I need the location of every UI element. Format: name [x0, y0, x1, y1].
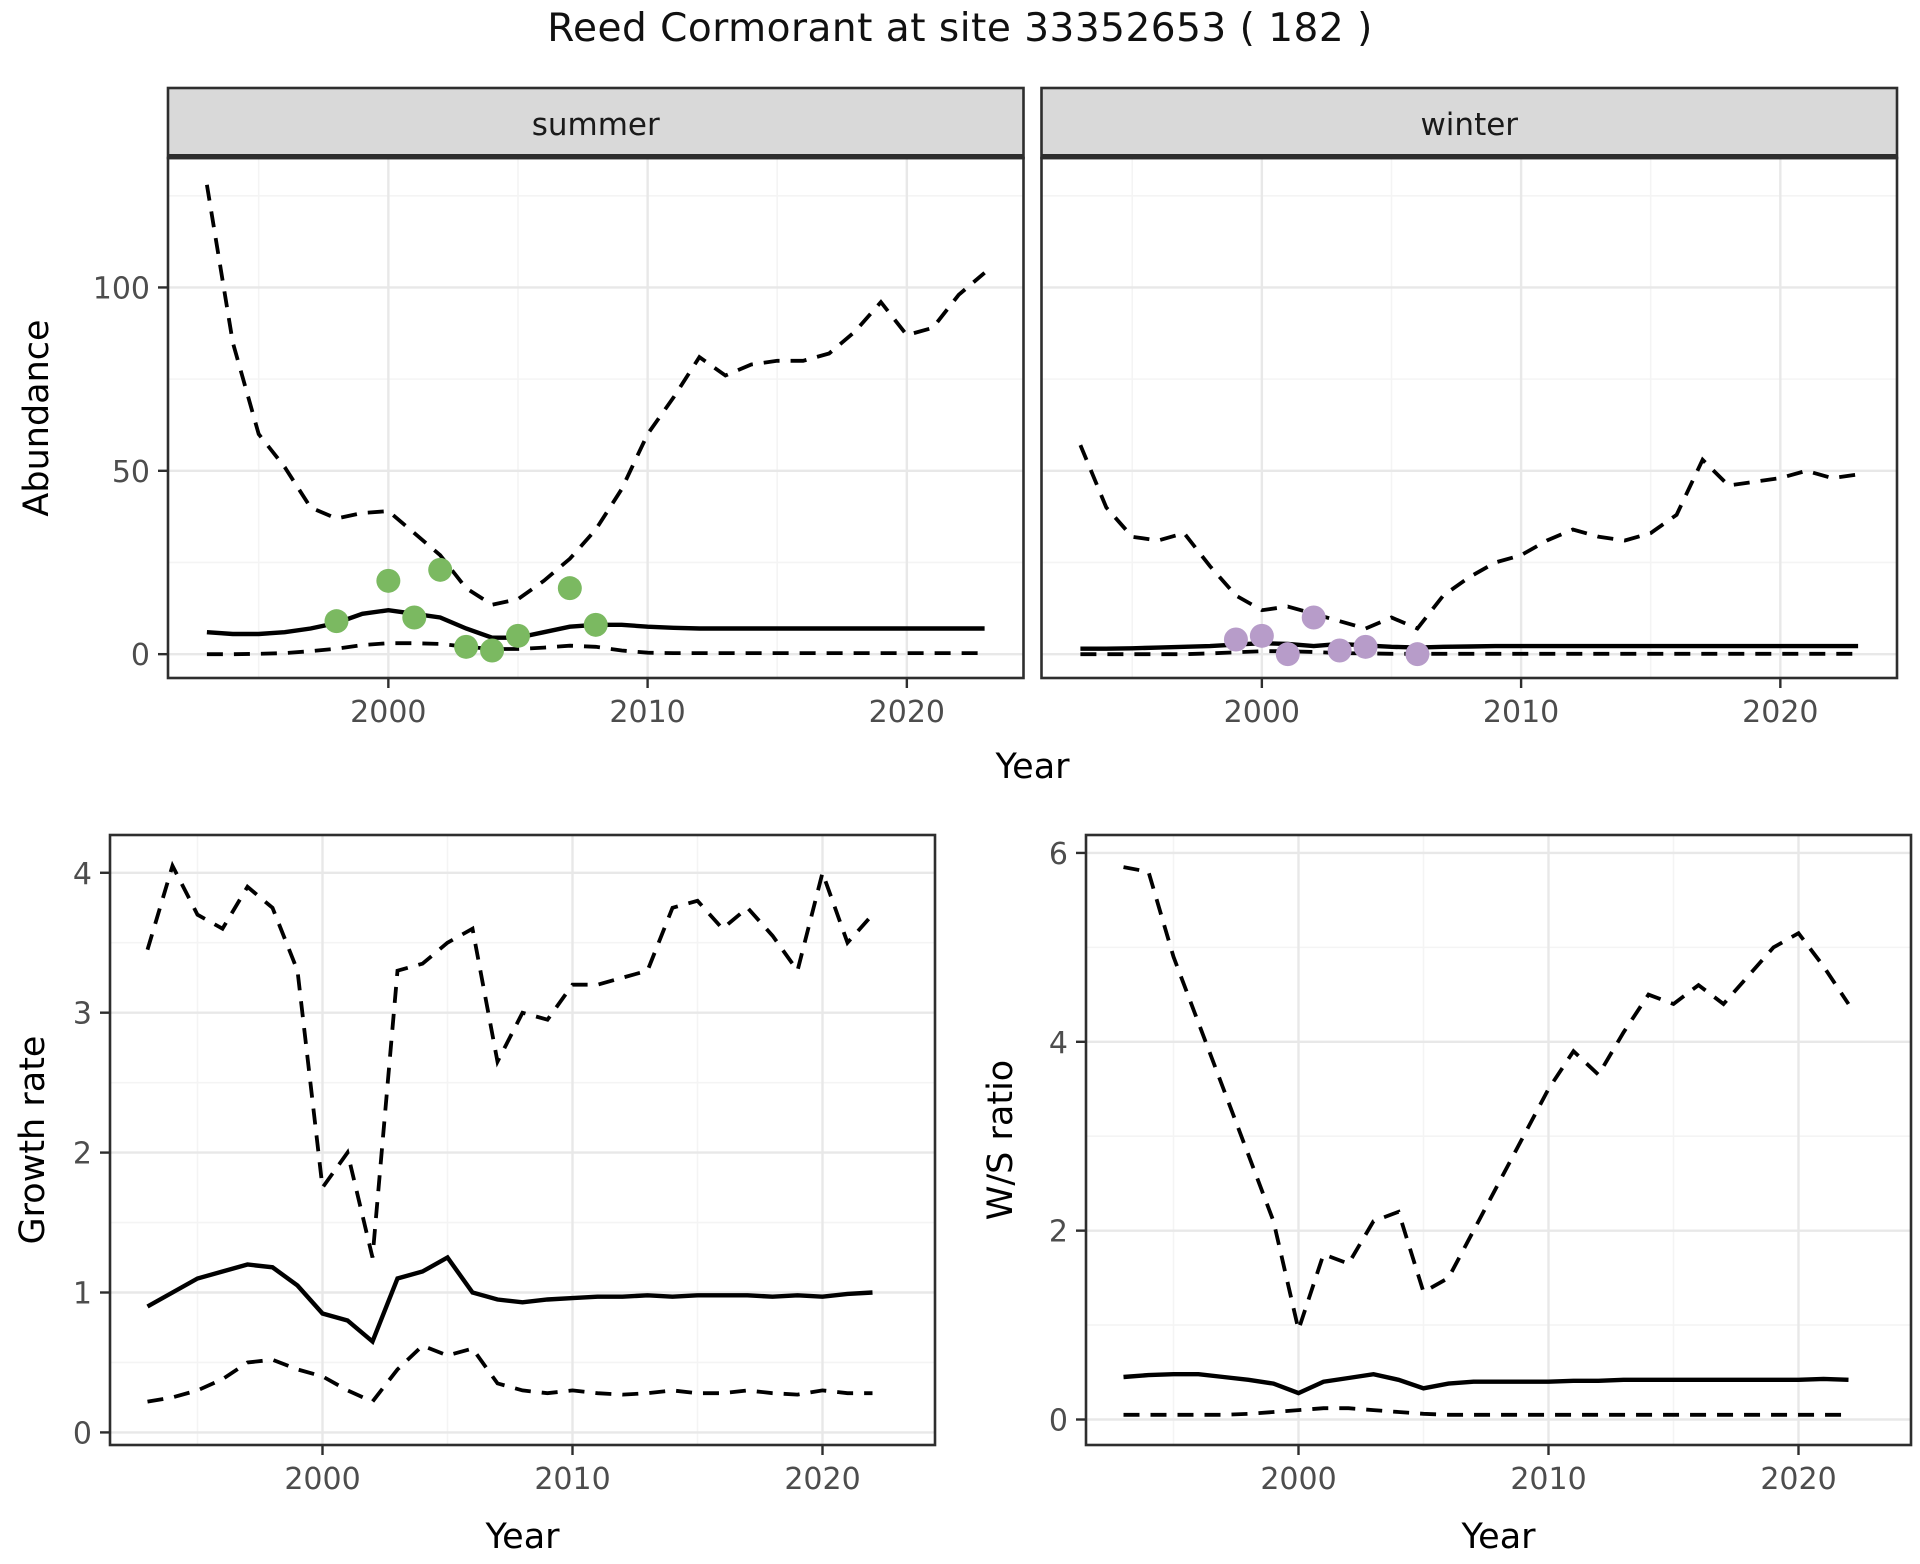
y-tick-label: 100: [93, 271, 150, 306]
median-line: [1123, 1371, 1849, 1396]
observation-point: [376, 568, 401, 593]
x-axis-title-top: Year: [994, 747, 1070, 787]
y-axis-title: Growth rate: [13, 1036, 53, 1245]
median-line: [146, 1254, 873, 1346]
y-tick-label: 0: [1049, 1404, 1068, 1439]
lower_credible-line: [1123, 1406, 1849, 1417]
panel-background: [168, 158, 1024, 678]
observation-point: [1327, 638, 1352, 663]
chart-title: Reed Cormorant at site 33352653 ( 182 ): [547, 6, 1373, 51]
x-tick-label: 2000: [350, 695, 426, 730]
panel-growth-rate: 2000 2010 2020 0 1 2 3 4 Growth rate: [13, 833, 937, 1497]
y-tick-label: 4: [1049, 1026, 1068, 1061]
x-tick-label: 2000: [284, 1462, 360, 1497]
y-axis-title: Abundance: [17, 319, 57, 516]
y-axis-title: W/S ratio: [981, 1060, 1021, 1220]
panel-abundance-summer: 2000 2010 2020 0 50 100 summer Abundance: [17, 86, 1025, 730]
y-tick-label: 6: [1049, 837, 1068, 872]
observation-point: [1405, 642, 1430, 667]
observation-point: [402, 605, 427, 630]
x-tick-label: 2020: [784, 1462, 860, 1497]
panel-background: [1086, 835, 1911, 1445]
upper_credible-line: [1078, 444, 1859, 631]
x-tick-label: 2010: [534, 1462, 610, 1497]
y-tick-label: 2: [1049, 1215, 1068, 1250]
y-tick-label: 1: [73, 1277, 92, 1312]
x-tick-label: 2010: [1483, 695, 1559, 730]
y-tick-label: 0: [131, 638, 150, 673]
observation-point: [454, 634, 479, 659]
observation-point: [1223, 627, 1248, 652]
x-tick-label: 2020: [1760, 1462, 1836, 1497]
observation-point: [1301, 605, 1326, 630]
observation-point: [505, 623, 530, 648]
x-tick-label: 2000: [1260, 1462, 1336, 1497]
facet-strip-label: summer: [532, 107, 660, 143]
observation-point: [480, 638, 505, 663]
panel-abundance-winter: 2000 2010 2020 winter: [1040, 86, 1899, 730]
x-tick-label: 2010: [609, 695, 685, 730]
x-axis-title-growth: Year: [484, 1517, 560, 1557]
lower_credible-line: [1080, 649, 1859, 657]
observation-point: [324, 609, 349, 634]
x-tick-label: 2020: [1742, 695, 1818, 730]
panel-background: [1041, 158, 1897, 678]
lower_credible-line: [206, 641, 985, 657]
panel-border: [1084, 833, 1913, 1447]
facet-strip-label: winter: [1420, 107, 1518, 143]
y-tick-label: 50: [112, 455, 150, 490]
facet-strip: [1040, 86, 1899, 160]
facet-strip: [166, 86, 1025, 160]
panel-ws-ratio: 2000 2010 2020 0 2 4 6 W/S ratio: [981, 833, 1913, 1497]
observation-point: [583, 612, 608, 637]
x-tick-label: 2020: [869, 695, 945, 730]
y-tick-label: 3: [73, 997, 92, 1032]
y-tick-label: 0: [73, 1416, 92, 1451]
x-tick-label: 2000: [1224, 695, 1300, 730]
panel-border: [108, 833, 937, 1447]
y-tick-label: 2: [73, 1137, 92, 1172]
median-line: [1080, 640, 1859, 651]
x-axis-title-ws: Year: [1460, 1517, 1536, 1557]
observation-point: [428, 557, 453, 582]
observation-point: [1275, 642, 1300, 667]
upper_credible-line: [145, 860, 874, 1258]
observation-point: [557, 576, 582, 601]
panel-background: [110, 835, 935, 1445]
y-tick-label: 4: [73, 857, 92, 892]
observation-point: [1353, 634, 1378, 659]
x-tick-label: 2010: [1510, 1462, 1586, 1497]
observation-point: [1249, 623, 1274, 648]
